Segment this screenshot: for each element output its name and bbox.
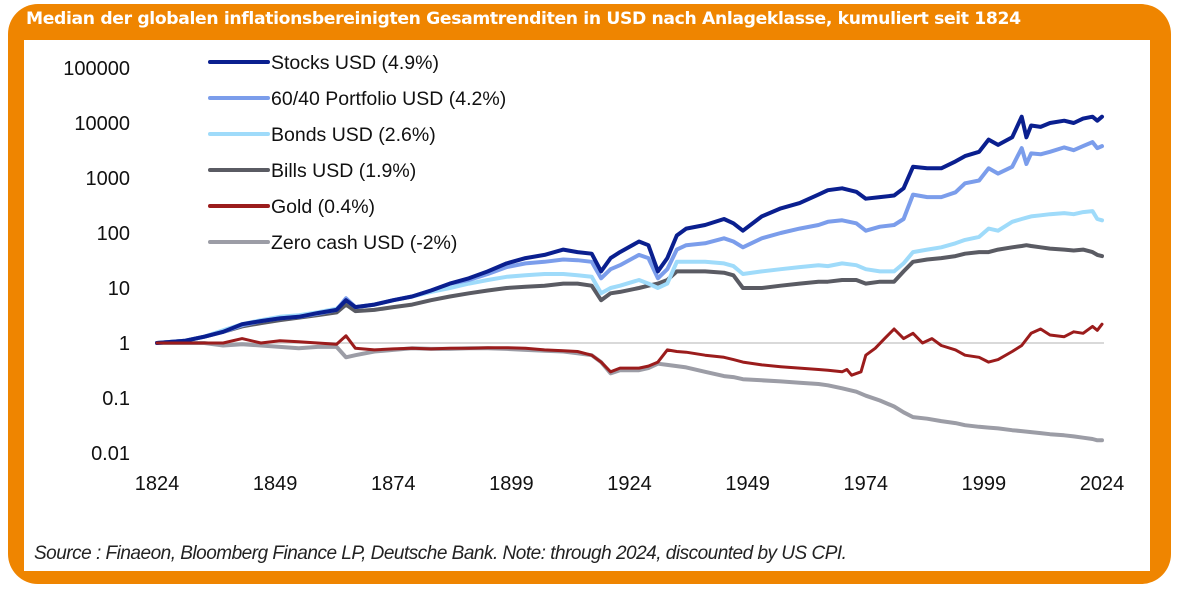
x-tick-label: 1949 (725, 473, 770, 495)
x-tick-label: 1974 (844, 473, 889, 495)
series-line-bills (155, 243, 1104, 345)
y-tick-label: 100 (97, 223, 130, 245)
legend-label: Bills USD (1.9%) (271, 160, 416, 182)
y-tick-label: 0.01 (91, 443, 130, 465)
legend-label: Gold (0.4%) (271, 196, 375, 218)
y-tick-label: 10 (108, 278, 130, 300)
y-tick-label: 0.1 (102, 388, 130, 410)
x-tick-label: 2024 (1080, 473, 1125, 495)
x-tick-label: 1824 (135, 473, 180, 495)
y-tick-label: 100000 (63, 58, 130, 80)
legend-label: Zero cash USD (-2%) (271, 232, 457, 254)
x-tick-label: 1899 (489, 473, 534, 495)
y-tick-label: 1 (119, 333, 130, 355)
series-line-gold (155, 322, 1104, 377)
legend-label: Stocks USD (4.9%) (271, 52, 439, 74)
x-tick-label: 1924 (607, 473, 652, 495)
legend-label: 60/40 Portfolio USD (4.2%) (271, 88, 506, 110)
chart-title: Median der globalen inflationsbereinigte… (26, 9, 1021, 29)
source-note: Source : Finaeon, Bloomberg Finance LP, … (34, 543, 847, 564)
series-line-stocks (155, 114, 1104, 345)
y-tick-label: 10000 (74, 113, 130, 135)
x-tick-label: 1999 (962, 473, 1007, 495)
y-tick-label: 1000 (86, 168, 131, 190)
chart-panel (24, 40, 1150, 571)
series-line-zero (155, 341, 1104, 443)
series-line-bonds (155, 209, 1104, 345)
legend-label: Bonds USD (2.6%) (271, 124, 436, 146)
x-tick-label: 1849 (253, 473, 298, 495)
x-tick-label: 1874 (371, 473, 416, 495)
